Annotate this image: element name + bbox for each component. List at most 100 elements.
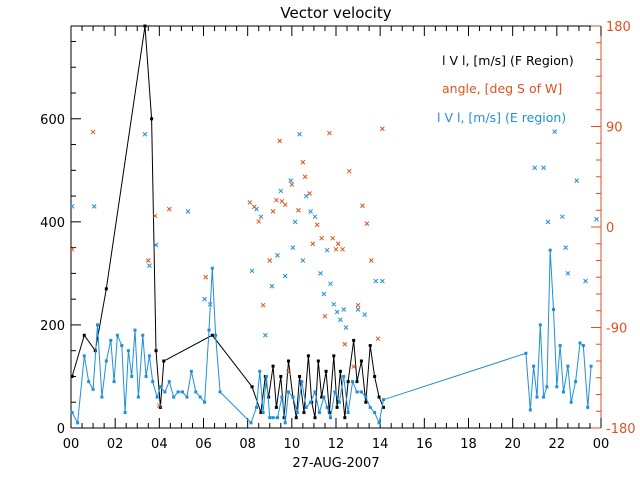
- data-point-x: [545, 219, 551, 225]
- y-right-tick-label: 0: [606, 221, 614, 236]
- data-point-x: [335, 241, 341, 247]
- data-point-x: [296, 207, 301, 213]
- y-left-tick-label: 0: [57, 422, 65, 437]
- data-point-x: [368, 258, 374, 263]
- x-tick-label: 00: [593, 437, 610, 452]
- data-point: [271, 416, 275, 420]
- series-v-e-region-m-s: [70, 248, 593, 425]
- data-point: [373, 374, 377, 378]
- data-point-x: [278, 188, 284, 194]
- data-point: [82, 354, 86, 358]
- data-point: [586, 405, 590, 409]
- data-point-x: [203, 274, 209, 280]
- data-point-x: [333, 246, 339, 252]
- data-point: [198, 395, 202, 399]
- data-point: [316, 359, 320, 363]
- data-point: [355, 380, 359, 384]
- data-point-x: [275, 252, 280, 258]
- data-point-x: [302, 174, 308, 180]
- data-point: [267, 395, 271, 399]
- data-point: [291, 395, 295, 399]
- data-point: [359, 390, 363, 394]
- data-point: [141, 333, 145, 337]
- data-point: [342, 374, 346, 378]
- data-point-x: [91, 204, 97, 209]
- data-point: [309, 400, 313, 404]
- data-point: [566, 364, 570, 368]
- data-point-x: [327, 130, 332, 136]
- data-point: [259, 411, 263, 415]
- data-point: [528, 408, 532, 412]
- x-tick-label: 04: [151, 437, 168, 452]
- data-point: [313, 390, 317, 394]
- legend-entry-angle: angle, [deg S of W]: [442, 81, 562, 96]
- data-point: [295, 411, 299, 415]
- data-point: [87, 380, 91, 384]
- data-point: [377, 395, 381, 399]
- data-point: [335, 405, 339, 409]
- data-point-x: [328, 281, 333, 287]
- data-point-x: [90, 129, 96, 135]
- data-point: [112, 380, 116, 384]
- x-tick-label: 08: [239, 437, 256, 452]
- x-tick-label: 16: [416, 437, 433, 452]
- data-point-x: [258, 214, 264, 220]
- data-point: [264, 374, 268, 378]
- data-point-x: [355, 302, 361, 308]
- data-point: [279, 374, 283, 378]
- data-point-x: [360, 203, 365, 209]
- x-axis-label: 27-AUG-2007: [292, 456, 379, 471]
- series-angle-deg-s-of-w: [69, 126, 385, 409]
- data-point: [126, 349, 130, 353]
- data-point: [158, 385, 162, 389]
- data-point-x: [532, 165, 538, 171]
- data-point: [271, 364, 275, 368]
- data-point: [368, 405, 372, 409]
- data-point: [268, 416, 272, 420]
- data-point: [304, 405, 308, 409]
- data-point: [91, 387, 95, 391]
- data-point: [324, 369, 328, 373]
- data-point: [322, 395, 326, 399]
- data-point: [115, 333, 119, 337]
- data-point: [250, 385, 254, 389]
- data-point: [210, 333, 214, 337]
- data-point: [332, 354, 336, 358]
- series-layer: [69, 24, 599, 425]
- data-point-x: [270, 209, 276, 214]
- data-point: [325, 405, 329, 409]
- data-point: [346, 380, 350, 384]
- data-point-x: [147, 263, 152, 269]
- data-point: [552, 307, 556, 311]
- data-point-x: [292, 219, 298, 225]
- data-point: [147, 354, 151, 358]
- data-point-x: [288, 178, 294, 183]
- data-point-x: [541, 165, 546, 171]
- data-point: [167, 380, 171, 384]
- axis-ticks: 00 02 04 06 08 10 12 14 16 18 20 22 000200400600-180…: [40, 20, 635, 452]
- data-point: [214, 333, 218, 337]
- data-point: [538, 323, 542, 327]
- data-point: [120, 344, 124, 348]
- data-point: [524, 351, 528, 355]
- data-point: [328, 416, 332, 420]
- data-point: [287, 390, 291, 394]
- data-point-x: [380, 126, 385, 132]
- data-point: [364, 400, 368, 404]
- data-point-x: [152, 213, 158, 219]
- data-point: [274, 405, 278, 409]
- data-point-x: [166, 206, 172, 212]
- data-point: [70, 374, 74, 378]
- data-point-x: [260, 302, 266, 308]
- data-point: [210, 266, 214, 270]
- data-point-x: [552, 129, 557, 135]
- data-point-x: [343, 325, 349, 330]
- data-point-x: [342, 341, 348, 347]
- data-point: [280, 395, 284, 399]
- data-point: [338, 369, 342, 373]
- data-point: [82, 333, 86, 337]
- data-point: [351, 380, 355, 384]
- data-point: [136, 395, 140, 399]
- data-point-x: [156, 403, 162, 409]
- data-point-x: [269, 283, 275, 289]
